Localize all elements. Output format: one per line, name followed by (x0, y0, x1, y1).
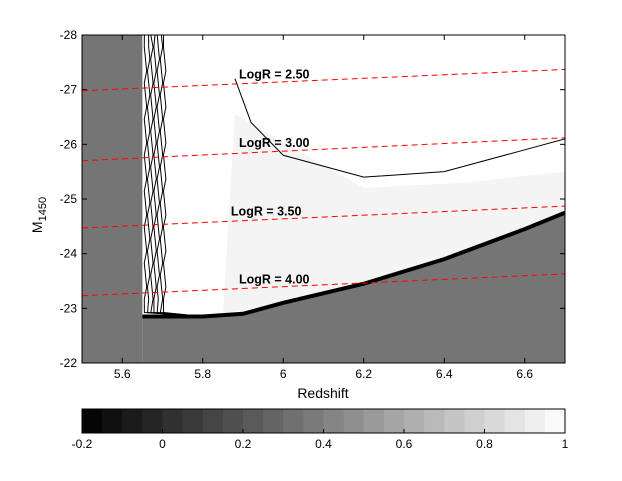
colorbar-swatch (303, 409, 324, 433)
colorbar-swatch (283, 409, 304, 433)
colorbar-swatch (82, 409, 103, 433)
colorbar-swatch (504, 409, 526, 433)
x-tick-label: 6.6 (516, 367, 533, 381)
colorbar-tick-label: 0 (159, 437, 166, 451)
y-axis-title: M1450 (29, 197, 49, 233)
logr-line (82, 68, 565, 92)
colorbar-swatch (122, 409, 143, 433)
colorbar-swatch (424, 409, 445, 433)
logr-lines (82, 68, 565, 297)
contour-boundary-thick (142, 210, 565, 319)
y-tick-label: -28 (60, 28, 78, 42)
colorbar-swatch (243, 409, 264, 433)
colorbar-swatch (524, 409, 546, 433)
plot-area (82, 35, 565, 363)
y-axis: -28 -27 -26 -25 -24 -23 -22 (60, 28, 565, 370)
colorbar-tick-label: 1 (562, 437, 569, 451)
colorbar-swatch (484, 409, 506, 433)
x-axis: 5.6 5.8 6 6.2 6.4 6.6 (114, 35, 533, 381)
contour-line (156, 35, 203, 318)
colorbar-swatch (404, 409, 425, 433)
colorbar-tick-label: -0.2 (72, 437, 93, 451)
x-tick-label: 5.6 (114, 367, 131, 381)
logr-line (82, 205, 565, 229)
colorbar-swatch (222, 409, 244, 433)
colorbar-tick-label: 0.4 (315, 437, 332, 451)
colorbar-swatch (263, 409, 284, 433)
contour-line (143, 35, 203, 318)
logr-label: LogR = 3.00 (239, 136, 310, 150)
incomplete-region-low-z (82, 35, 143, 363)
colorbar: -0.2 0 0.2 0.4 0.6 0.8 1 (72, 408, 569, 451)
contour-line (150, 35, 203, 318)
x-tick-label: 6.2 (355, 367, 372, 381)
x-tick-label: 5.8 (194, 367, 211, 381)
y-tick-label: -25 (60, 192, 78, 206)
y-tick-label: -22 (60, 356, 78, 370)
colorbar-swatch (162, 409, 184, 433)
x-axis-title: Redshift (297, 385, 348, 401)
x-tick-label: 6.4 (436, 367, 453, 381)
y-tick-label: -27 (60, 83, 78, 97)
colorbar-tick-label: 0.8 (476, 437, 493, 451)
contour-lines (142, 35, 565, 319)
colorbar-swatch (363, 409, 385, 433)
x-tick-label: 6 (280, 367, 287, 381)
logr-labels: LogR = 2.50 LogR = 3.00 LogR = 3.50 LogR = … (231, 68, 310, 287)
colorbar-swatch (182, 409, 204, 433)
y-tick-label: -26 (60, 137, 78, 151)
logr-line (82, 137, 565, 162)
contour-line (159, 35, 203, 318)
contour-line (162, 35, 203, 318)
logr-label: LogR = 4.00 (239, 273, 310, 287)
colorbar-swatch (102, 409, 123, 433)
y-tick-label: -24 (60, 247, 78, 261)
colorbar-tick-label: 0.2 (235, 437, 252, 451)
colorbar-swatch (202, 409, 224, 433)
colorbar-swatch (383, 409, 405, 433)
colorbar-swatch (444, 409, 465, 433)
logr-label: LogR = 2.50 (239, 68, 310, 82)
y-axis-title-subscript: 1450 (37, 197, 49, 221)
logr-label: LogR = 3.50 (231, 204, 302, 218)
y-tick-label: -23 (60, 301, 78, 315)
colorbar-swatch (142, 409, 163, 433)
contour-line (153, 35, 203, 318)
contour-line (146, 35, 203, 318)
colorbar-swatch (323, 409, 345, 433)
colorbar-tick-label: 0.6 (396, 437, 413, 451)
colorbar-swatch (343, 409, 365, 433)
colorbar-swatch (464, 409, 485, 433)
logr-line (82, 273, 565, 297)
colorbar-swatch (544, 409, 566, 433)
contour-line (234, 78, 565, 178)
y-axis-title-main: M (29, 221, 45, 233)
